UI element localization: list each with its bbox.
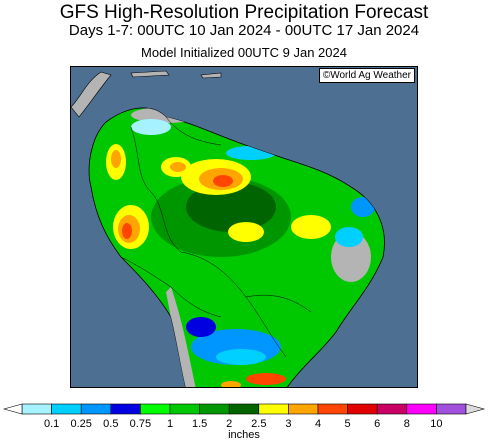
dry-area xyxy=(166,287,196,387)
scale-tick-label: 2 xyxy=(226,418,233,430)
very-heavy-precip xyxy=(228,222,264,242)
color-swatch xyxy=(258,403,289,415)
color-swatch xyxy=(376,403,408,415)
light-precip xyxy=(335,227,363,247)
very-heavy-precip xyxy=(170,162,186,172)
color-swatch xyxy=(169,403,200,415)
map-title: GFS High-Resolution Precipitation Foreca… xyxy=(59,2,429,23)
scale-tick-label: 0.25 xyxy=(70,418,92,430)
very-heavy-precip xyxy=(246,373,286,385)
scale-right-arrow xyxy=(465,403,486,415)
scale-tick-label: 0.5 xyxy=(103,418,119,430)
very-heavy-precip xyxy=(213,175,233,187)
country-borders xyxy=(120,116,312,358)
scale-tick-label: 1 xyxy=(166,418,174,430)
island xyxy=(130,70,170,78)
credit-label: ©World Ag Weather xyxy=(318,68,415,83)
scale-tick-label: 0.1 xyxy=(43,418,60,430)
color-swatch xyxy=(199,403,230,415)
color-scale-legend: 0.1 0.25 0.5 0.75 1 1.5 2 2.5 3 4 5 6 8 10 inches xyxy=(0,400,488,441)
scale-left-arrow xyxy=(2,403,23,415)
color-swatch xyxy=(140,403,171,415)
precipitation-map: ©World Ag Weather xyxy=(70,66,418,388)
scale-tick-label: 5 xyxy=(344,418,351,430)
map-graphic xyxy=(71,70,385,387)
light-precip xyxy=(351,197,375,217)
color-scale-bar xyxy=(2,403,486,415)
scale-tick-label: 6 xyxy=(374,418,381,430)
model-init-time: Model Initialized 00UTC 9 Jan 2024 xyxy=(141,45,347,60)
color-swatch xyxy=(110,403,141,415)
color-swatch xyxy=(80,403,112,415)
very-heavy-precip xyxy=(221,381,241,387)
scale-tick-label: 2.5 xyxy=(251,418,267,430)
color-swatch xyxy=(406,403,437,415)
very-heavy-precip xyxy=(291,215,331,239)
forecast-period: Days 1-7: 00UTC 10 Jan 2024 - 00UTC 17 J… xyxy=(68,22,420,39)
color-swatch xyxy=(21,403,52,415)
very-heavy-precip xyxy=(111,150,121,168)
very-heavy-precip xyxy=(122,223,132,239)
light-precip xyxy=(216,349,266,365)
scale-tick-label: 8 xyxy=(403,418,410,430)
color-swatch xyxy=(288,403,319,415)
scale-tick-label: 4 xyxy=(314,418,322,430)
color-swatch xyxy=(436,403,467,415)
scale-tick-label: 1.5 xyxy=(191,418,208,430)
color-swatch xyxy=(228,403,260,415)
color-swatch xyxy=(51,403,82,415)
color-swatch xyxy=(317,403,348,415)
scale-tick-label: 3 xyxy=(285,418,292,430)
color-swatch xyxy=(347,403,378,415)
scale-tick-label: 10 xyxy=(430,418,443,430)
light-precip xyxy=(186,317,216,337)
island xyxy=(200,72,222,79)
light-precip xyxy=(131,119,171,135)
central-america xyxy=(71,71,112,118)
legend-units: inches xyxy=(228,429,260,441)
scale-tick-label: 0.75 xyxy=(129,418,152,430)
